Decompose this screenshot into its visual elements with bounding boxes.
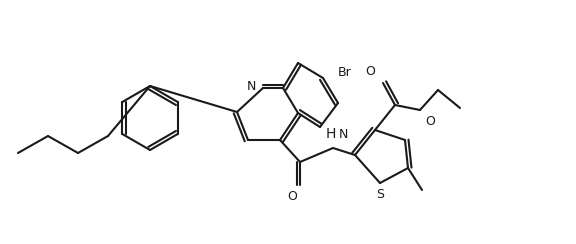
Text: O: O [425,115,435,128]
Text: Br: Br [338,67,352,80]
Text: S: S [376,188,384,201]
Text: O: O [365,65,375,78]
Text: H: H [326,127,336,141]
Text: N: N [339,128,348,141]
Text: N: N [247,80,256,92]
Text: O: O [287,190,297,203]
